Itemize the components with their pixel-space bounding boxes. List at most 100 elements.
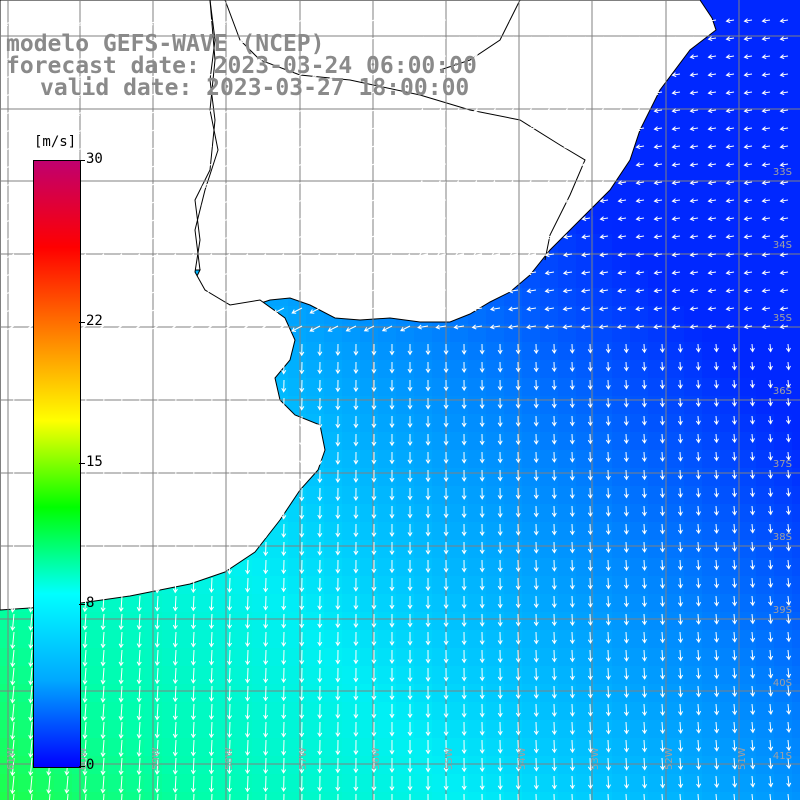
wind-arrow <box>569 739 575 754</box>
wind-arrow <box>599 198 609 204</box>
wind-cell <box>594 594 613 613</box>
wind-cell <box>720 270 739 289</box>
wind-arrow <box>732 739 738 752</box>
wind-arrow <box>208 667 214 684</box>
wind-arrow <box>146 289 159 297</box>
wind-arrow <box>245 739 251 757</box>
wind-arrow <box>154 397 160 413</box>
wind-arrow <box>407 397 413 410</box>
wind-cell <box>720 702 739 721</box>
wind-arrow <box>172 361 178 376</box>
wind-cell <box>558 324 577 343</box>
wind-arrow <box>642 757 648 771</box>
wind-cell <box>702 198 721 217</box>
wind-arrow <box>527 36 537 42</box>
wind-arrow <box>309 235 321 242</box>
wind-cell <box>414 324 433 343</box>
wind-cell <box>576 216 595 235</box>
wind-arrow <box>335 757 341 774</box>
wind-arrow <box>236 325 249 333</box>
wind-arrow <box>172 739 178 757</box>
wind-arrow <box>274 163 285 170</box>
wind-cell <box>468 612 487 631</box>
wind-arrow <box>490 180 501 186</box>
wind-arrow <box>473 72 483 78</box>
wind-cell <box>792 144 800 163</box>
wind-arrow <box>335 415 341 429</box>
wind-arrow <box>383 109 393 115</box>
wind-cell <box>342 756 361 775</box>
wind-arrow <box>172 505 178 521</box>
wind-arrow <box>263 361 269 375</box>
wind-arrow <box>677 361 683 372</box>
wind-arrow <box>353 523 359 538</box>
wind-cell <box>324 756 343 775</box>
wind-arrow <box>100 505 106 522</box>
latitude-label: 33S <box>773 167 792 178</box>
wind-arrow <box>38 109 51 117</box>
wind-arrow <box>707 144 717 150</box>
wind-arrow <box>82 703 88 722</box>
wind-cell <box>198 774 217 793</box>
wind-arrow <box>220 127 231 134</box>
wind-cell <box>342 522 361 541</box>
wind-cell <box>684 252 703 271</box>
wind-arrow <box>563 36 573 42</box>
wind-arrow <box>382 181 393 187</box>
wind-arrow <box>328 163 339 170</box>
wind-arrow <box>437 108 447 114</box>
wind-arrow <box>671 180 681 186</box>
wind-arrow <box>732 595 738 607</box>
wind-arrow <box>154 631 160 648</box>
wind-cell <box>738 198 757 217</box>
wind-arrow <box>767 415 773 425</box>
longitude-label: 57W <box>298 747 309 770</box>
wind-cell <box>792 720 800 739</box>
wind-arrow <box>347 73 357 79</box>
wind-arrow <box>82 613 88 631</box>
wind-cell <box>360 594 379 613</box>
wind-arrow <box>190 559 196 576</box>
wind-cell <box>252 738 271 757</box>
wind-arrow <box>10 415 16 432</box>
wind-arrow <box>82 631 88 649</box>
wind-arrow <box>581 198 591 204</box>
wind-arrow <box>418 126 429 132</box>
wind-arrow <box>128 271 141 279</box>
wind-arrow <box>425 649 431 664</box>
wind-arrow <box>353 397 359 411</box>
wind-cell <box>432 792 451 800</box>
wind-cell <box>180 702 199 721</box>
wind-arrow <box>407 775 413 791</box>
wind-arrow <box>391 793 393 800</box>
wind-arrow <box>82 721 88 740</box>
wind-arrow <box>497 415 503 428</box>
wind-arrow <box>263 667 269 684</box>
wind-cell <box>756 414 775 433</box>
wind-arrow <box>317 505 323 520</box>
wind-arrow <box>659 361 665 372</box>
wind-arrow <box>527 108 537 114</box>
wind-arrow <box>172 343 178 358</box>
wind-cell <box>324 774 343 793</box>
wind-arrow <box>12 793 15 800</box>
wind-arrow <box>57 73 69 80</box>
wind-cell <box>792 288 800 307</box>
wind-arrow <box>85 793 87 800</box>
wind-arrow <box>100 613 106 631</box>
wind-cell <box>180 630 199 649</box>
wind-arrow <box>200 289 213 297</box>
wind-arrow <box>28 451 34 468</box>
wind-arrow <box>471 306 483 312</box>
wind-arrow <box>93 19 105 26</box>
wind-arrow <box>172 397 178 412</box>
wind-cell <box>504 720 523 739</box>
wind-arrow <box>786 667 792 679</box>
wind-arrow <box>587 703 593 717</box>
wind-arrow <box>19 235 33 243</box>
wind-arrow <box>111 19 123 26</box>
wind-cell <box>252 702 271 721</box>
wind-arrow <box>569 415 575 427</box>
wind-arrow <box>191 343 197 358</box>
wind-cell <box>648 666 667 685</box>
